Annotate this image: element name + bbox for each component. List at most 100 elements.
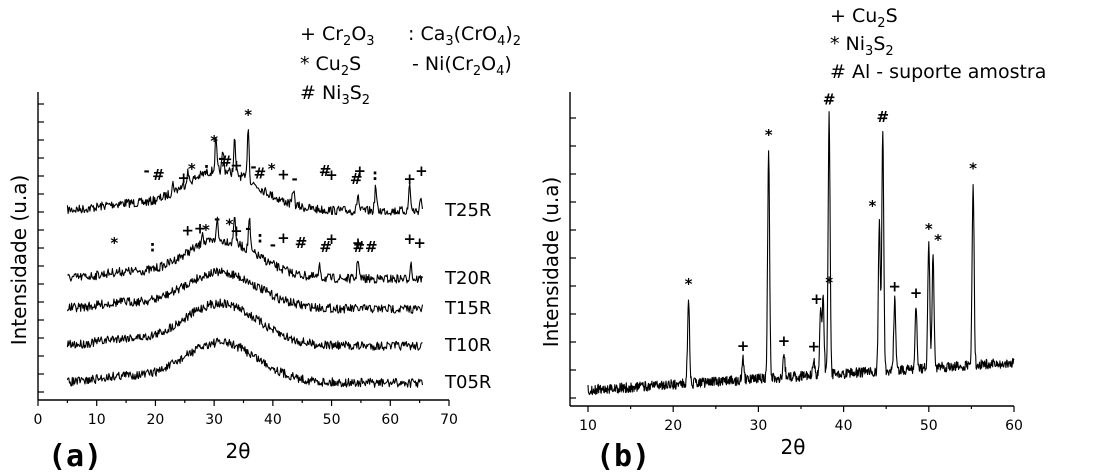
- peak-marker: :: [372, 166, 378, 184]
- peak-marker: +: [230, 222, 243, 240]
- peak-marker: #: [319, 162, 332, 180]
- peak-marker: -: [218, 150, 224, 168]
- peak-marker: #: [350, 170, 363, 188]
- peak-marker: +: [325, 230, 338, 248]
- legend-entry: : Ca3(CrO4)2: [408, 23, 521, 49]
- series-label-t25r: T25R: [444, 200, 491, 221]
- panel-a-x-tick-label: 70: [440, 412, 458, 428]
- panel-b-y-ticks: [570, 117, 576, 399]
- panel-b-peak-markers: *+*+ ++*#*#+ +***: [685, 90, 978, 355]
- panel-b-y-label: Intensidade (u.a): [539, 177, 563, 348]
- panel-b-legend: + Cu2S* Ni3S2# Al - suporte amostra: [830, 5, 1046, 83]
- peak-marker: +: [403, 170, 416, 188]
- peak-marker: :: [257, 228, 263, 246]
- series-trace-t20r: [67, 216, 423, 284]
- panel-a-x-tick-label: 30: [205, 412, 223, 428]
- peak-marker: *: [765, 126, 773, 144]
- panel-a-x-tick-label: 10: [88, 412, 106, 428]
- peak-marker: #: [319, 238, 332, 256]
- peak-marker: +: [277, 229, 290, 247]
- peak-marker: +: [325, 166, 338, 184]
- peak-marker: -: [245, 219, 251, 237]
- panel-b-x-ticks: 10 20 30 40 50 60: [579, 406, 1023, 434]
- legend-entry: * Ni3S2: [830, 33, 894, 59]
- panel-a-peak-markers: - # +*:*-#+*-# * + - #+ #+: + +*:+ +*- *+ -: - + # #+ +##…: [110, 106, 427, 256]
- panel-a-x-ticks: 0 10 20 30 40 50 60 70: [34, 400, 458, 428]
- panel-a-y-label: Intensidade (u.a): [7, 175, 31, 346]
- peak-marker: +: [353, 162, 366, 180]
- panel-a-traces: [66, 129, 424, 388]
- panel-b-x-tick-label: 10: [579, 418, 597, 434]
- peak-marker: *: [969, 160, 977, 178]
- peak-marker: #: [220, 153, 233, 171]
- panel-b-x-tick-label: 50: [920, 418, 938, 434]
- peak-marker: +: [810, 290, 823, 308]
- peak-marker: +: [888, 277, 901, 295]
- panel-a-x-label: 2θ: [226, 439, 251, 463]
- legend-entry: - Ni(Cr2O4): [412, 53, 512, 79]
- peak-marker: +: [177, 169, 190, 187]
- peak-marker: *: [685, 275, 693, 293]
- peak-marker: *: [925, 220, 933, 238]
- legend-entry: + Cr2O3: [300, 23, 375, 49]
- peak-marker: -: [291, 170, 297, 188]
- series-trace-t25r: [66, 129, 424, 216]
- peak-marker: *: [110, 234, 118, 252]
- peak-marker: -: [250, 158, 256, 176]
- peak-marker: +: [737, 337, 750, 355]
- peak-marker: #: [877, 108, 890, 126]
- peak-marker: +: [194, 219, 207, 237]
- panel-b-x-tick-label: 40: [835, 418, 853, 434]
- panel-b-x-tick-label: 20: [664, 418, 682, 434]
- panel-a-x-tick-label: 20: [147, 412, 165, 428]
- peak-marker: +: [778, 332, 791, 350]
- peak-marker: *: [202, 221, 210, 239]
- peak-marker: *: [210, 132, 218, 150]
- panel-a-x-tick-label: 50: [323, 412, 341, 428]
- panel-b-x-tick-label: 60: [1005, 418, 1023, 434]
- peak-marker: +: [230, 156, 243, 174]
- series-label-t15r: T15R: [444, 298, 491, 319]
- legend-entry: # Al - suporte amostra: [830, 61, 1046, 83]
- peak-marker: +: [277, 165, 290, 183]
- peak-marker: +: [807, 338, 820, 356]
- peak-marker: -: [270, 236, 276, 254]
- peak-marker: +: [181, 221, 194, 239]
- legend-entry: + Cu2S: [830, 5, 898, 31]
- series-trace-t15r: [66, 267, 424, 314]
- peak-marker: *: [244, 106, 252, 124]
- peak-marker: -: [144, 162, 150, 180]
- series-label-t10r: T10R: [444, 335, 491, 356]
- panel-a: 0 10 20 30 40 50 60 70 - # +*:*-#+*-# * + - #+ #+: + +*:…: [7, 23, 521, 472]
- peak-marker: *: [825, 273, 833, 291]
- legend-entry: # Ni3S2: [300, 82, 370, 108]
- peak-marker: *: [934, 231, 942, 249]
- panel-a-x-tick-label: 40: [264, 412, 282, 428]
- peak-marker: +: [413, 234, 426, 252]
- panel-b-x-label: 2θ: [781, 435, 806, 459]
- series-trace-t10r: [66, 298, 423, 351]
- panel-b-trace: [587, 111, 1015, 396]
- panel-a-y-ticks: [38, 103, 44, 393]
- peak-marker: *: [268, 160, 276, 178]
- panel-a-legend: + Cr2O3 : Ca3(CrO4)2 * Cu2S - Ni(Cr2O4) # Ni…: [300, 23, 521, 108]
- peak-marker: #: [152, 166, 165, 184]
- peak-marker: *: [188, 160, 196, 178]
- peak-marker: #: [823, 90, 836, 108]
- panel-b: 10 20 30 40 50 60 *+*+ ++*#*#+ +*** Intensidade…: [539, 5, 1046, 472]
- peak-marker: #: [295, 234, 308, 252]
- series-label-t05r: T05R: [444, 372, 491, 393]
- peak-marker: *: [225, 215, 233, 233]
- legend-entry: * Cu2S: [300, 53, 361, 79]
- peak-marker: :: [204, 159, 210, 177]
- peak-marker: +: [415, 162, 428, 180]
- panel-a-x-tick-label: 60: [381, 412, 399, 428]
- peak-marker: +: [352, 234, 365, 252]
- peak-marker: +: [910, 284, 923, 302]
- panel-b-x-tick-label: 30: [749, 418, 767, 434]
- panel-a-series-labels: T25R T20R T15R T10R T05R: [444, 200, 491, 393]
- peak-marker: *: [868, 197, 876, 215]
- panel-b-xrd-trace: [587, 111, 1015, 396]
- panel-a-x-tick-label: 0: [34, 412, 43, 428]
